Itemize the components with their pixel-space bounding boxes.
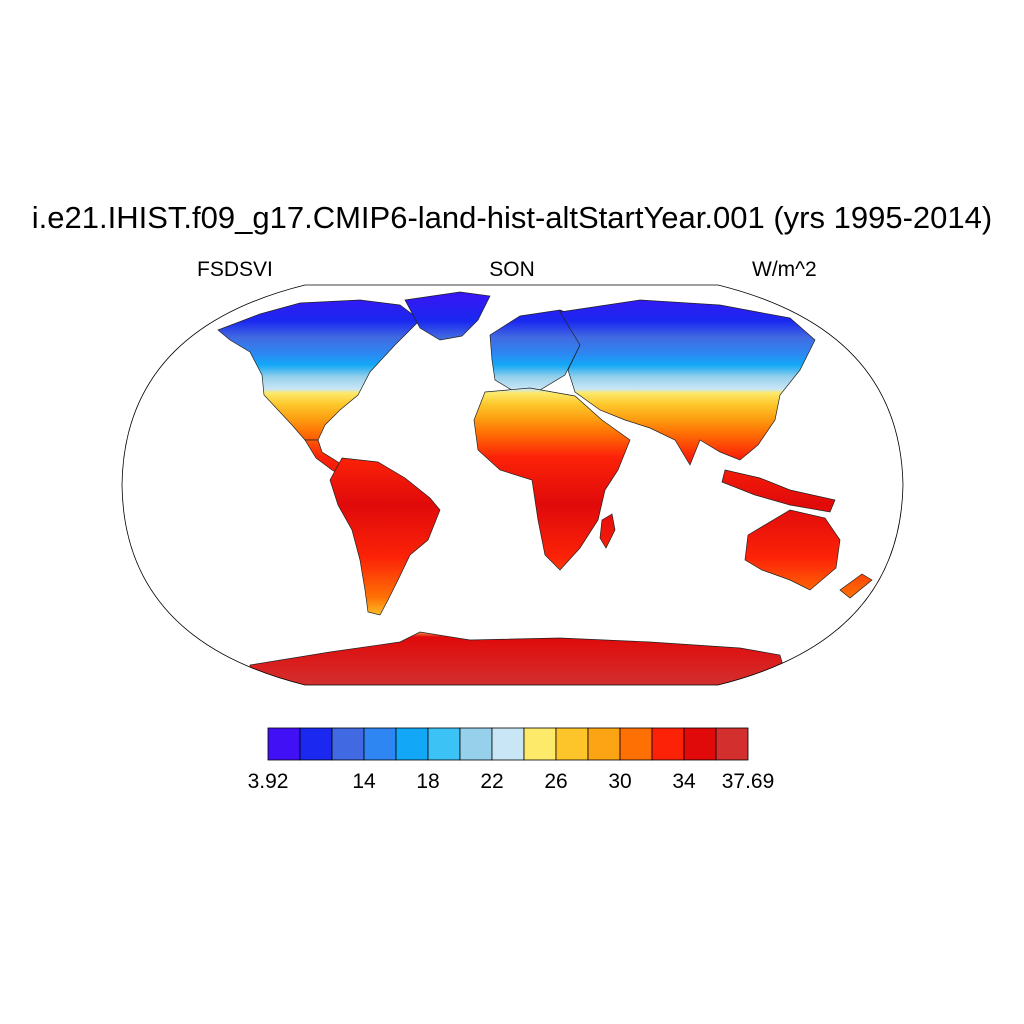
colorbar-swatch xyxy=(395,727,429,761)
plot-title: i.e21.IHIST.f09_g17.CMIP6-land-hist-altS… xyxy=(31,200,993,235)
colorbar-swatch xyxy=(299,727,333,761)
colorbar-min-label: 3.92 xyxy=(248,770,289,793)
asia xyxy=(559,299,816,466)
colorbar-swatch xyxy=(619,727,653,761)
colorbar-swatch xyxy=(523,727,557,761)
colorbar-tick-label: 34 xyxy=(672,770,696,793)
colorbar-tick-label: 30 xyxy=(608,770,631,793)
new-zealand xyxy=(839,573,873,599)
north-america xyxy=(217,299,421,441)
colorbar-swatch xyxy=(267,727,301,761)
australia xyxy=(744,509,841,591)
antarctica xyxy=(249,631,791,685)
colorbar-tick-label: 18 xyxy=(416,770,439,793)
indonesia xyxy=(721,469,836,513)
europe xyxy=(489,309,586,393)
colorbar-swatch xyxy=(331,727,365,761)
colorbar-swatch xyxy=(587,727,621,761)
colorbar-tick-label: 22 xyxy=(480,770,503,793)
greenland xyxy=(404,291,491,341)
colorbar-swatch xyxy=(715,727,749,761)
south-america xyxy=(329,457,441,616)
colorbar: 3.92 14 18 22 26 30 34 37.69 xyxy=(248,727,775,793)
colorbar-tick-label: 26 xyxy=(544,770,567,793)
colorbar-swatch xyxy=(427,727,461,761)
colorbar-tick-label: 14 xyxy=(352,770,376,793)
colorbar-max-label: 37.69 xyxy=(722,770,775,793)
globe-outline xyxy=(121,284,904,686)
colorbar-swatch xyxy=(555,727,589,761)
colorbar-swatch xyxy=(491,727,525,761)
colorbar-swatch xyxy=(683,727,717,761)
colorbar-swatch xyxy=(363,727,397,761)
colorbar-swatch xyxy=(459,727,493,761)
variable-label: FSDSVI xyxy=(197,258,273,281)
madagascar xyxy=(599,513,616,549)
land-data-layer xyxy=(217,291,873,685)
season-label: SON xyxy=(489,258,535,281)
colorbar-swatch xyxy=(651,727,685,761)
africa xyxy=(473,387,631,571)
units-label: W/m^2 xyxy=(752,258,817,281)
